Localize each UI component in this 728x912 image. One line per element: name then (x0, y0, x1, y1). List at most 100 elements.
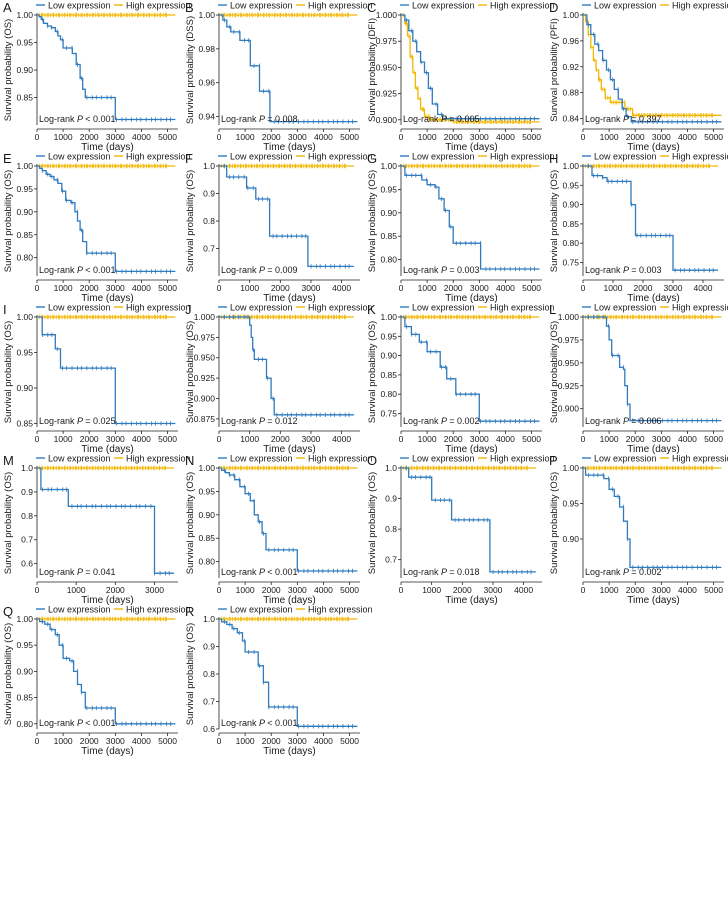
y-tick-label: 1.00 (562, 463, 579, 473)
y-axis-title: Survival probability (OS) (3, 19, 14, 121)
y-tick-label: 0.95 (16, 640, 33, 650)
p-symbol: P (259, 114, 267, 124)
y-axis-title: Survival probability (OS) (185, 170, 196, 272)
x-tick-label: 3000 (301, 434, 320, 444)
y-tick-label: 0.8 (385, 524, 397, 534)
legend-low-label: Low expression (48, 152, 111, 162)
y-axis-title: Survival probability (OS) (549, 472, 560, 574)
panel-l: L Low expression High expression 0.900 0.925… (549, 302, 728, 455)
y-tick-label: 0.85 (16, 693, 33, 703)
panel-c: C Low expression High expression 0.900 0.925… (367, 0, 555, 153)
y-tick-label: 0.80 (16, 253, 33, 263)
legend-high-label: High expression (308, 605, 373, 615)
y-tick-label: 0.80 (380, 389, 397, 399)
x-tick-label: 0 (217, 585, 222, 595)
panel-f: F Low expression High expression 0.7 0.8 0.9 1… (185, 151, 373, 304)
legend-low-label: Low expression (412, 152, 475, 162)
legend-low-label: Low expression (594, 1, 657, 11)
x-tick-label: 5000 (158, 736, 177, 746)
logrank-label: Log-rank (585, 114, 623, 124)
x-tick-label: 3000 (145, 585, 164, 595)
km-curve-low (37, 618, 176, 725)
x-axis-title: Time (days) (627, 595, 679, 606)
y-tick-label: 0.9 (203, 642, 215, 652)
y-axis-title: Survival probability (OS) (549, 321, 560, 423)
x-tick-label: 3000 (652, 434, 671, 444)
x-tick-label: 5000 (340, 736, 359, 746)
y-tick-label: 1.0 (203, 161, 215, 171)
y-tick-label: 0.84 (562, 114, 579, 124)
y-tick-label: 0.85 (380, 370, 397, 380)
logrank-text: Log-rank P = 0.008 (221, 114, 297, 124)
p-value: < 0.001 (85, 265, 115, 275)
x-tick-label: 0 (581, 434, 586, 444)
p-symbol: P (441, 416, 449, 426)
y-tick-label: 1.000 (558, 312, 580, 322)
panel-letter: F (185, 151, 193, 166)
y-tick-label: 0.95 (198, 486, 215, 496)
y-tick-label: 0.85 (16, 418, 33, 428)
km-curve-low (583, 467, 722, 569)
logrank-text: Log-rank P = 0.003 (403, 265, 479, 275)
x-tick-label: 4000 (514, 585, 533, 595)
x-tick-label: 5000 (522, 132, 541, 142)
logrank-label: Log-rank (585, 567, 623, 577)
y-tick-label: 0.85 (562, 219, 579, 229)
panel-letter: N (185, 453, 194, 468)
logrank-label: Log-rank (39, 718, 77, 728)
x-tick-label: 2000 (634, 283, 653, 293)
x-tick-label: 2000 (271, 283, 290, 293)
logrank-label: Log-rank (585, 416, 623, 426)
x-tick-label: 4000 (132, 283, 151, 293)
y-tick-label: 0.8 (21, 511, 33, 521)
y-tick-label: 0.950 (558, 358, 580, 368)
p-symbol: P (77, 718, 85, 728)
y-tick-label: 0.98 (198, 44, 215, 54)
x-tick-label: 4000 (496, 283, 515, 293)
logrank-label: Log-rank (403, 265, 441, 275)
y-tick-label: 0.6 (21, 559, 33, 569)
x-tick-label: 1000 (54, 132, 73, 142)
panel-n: N Low expression High expression 0.80 0.85 0.… (185, 453, 373, 606)
km-curve-low (37, 467, 175, 574)
p-symbol: P (259, 567, 267, 577)
logrank-text: Log-rank P = 0.041 (39, 567, 115, 577)
x-tick-label: 4000 (132, 434, 151, 444)
panel-letter: A (3, 0, 12, 15)
km-curve-low (219, 618, 358, 727)
x-tick-label: 1000 (236, 585, 255, 595)
y-tick-label: 0.95 (16, 38, 33, 48)
panel-letter: H (549, 151, 558, 166)
x-tick-label: 1000 (240, 283, 259, 293)
x-axis-title: Time (days) (81, 746, 133, 757)
legend-low-label: Low expression (594, 303, 657, 313)
y-axis-title: Survival probability (OS) (185, 321, 196, 423)
x-axis-title: Time (days) (81, 293, 133, 304)
legend-high-label: High expression (126, 303, 191, 313)
x-tick-label: 5000 (340, 132, 359, 142)
logrank-label: Log-rank (39, 416, 77, 426)
y-tick-label: 0.950 (194, 353, 216, 363)
x-tick-label: 0 (399, 585, 404, 595)
x-tick-label: 2000 (626, 132, 645, 142)
legend-low-label: Low expression (48, 605, 111, 615)
panel-letter: Q (3, 604, 13, 619)
y-tick-label: 0.90 (16, 383, 33, 393)
panel-letter: J (185, 302, 192, 317)
legend-high-label: High expression (672, 454, 728, 464)
x-tick-label: 1000 (54, 736, 73, 746)
p-value: = 0.012 (267, 416, 297, 426)
km-curve-low (583, 165, 718, 271)
p-value: = 0.018 (449, 567, 479, 577)
x-axis-title: Time (days) (263, 746, 315, 757)
x-axis-title: Time (days) (445, 142, 497, 153)
x-tick-label: 0 (35, 585, 40, 595)
y-tick-label: 0.8 (203, 216, 215, 226)
x-tick-label: 2000 (444, 283, 463, 293)
panel-a: A Low expression High expression 0.85 0.90 0.… (3, 0, 191, 153)
y-axis-title: Survival probability (OS) (3, 472, 14, 574)
x-tick-label: 3000 (652, 132, 671, 142)
p-value: < 0.001 (85, 114, 115, 124)
x-tick-label: 4000 (496, 132, 515, 142)
legend-low-label: Low expression (230, 605, 293, 615)
